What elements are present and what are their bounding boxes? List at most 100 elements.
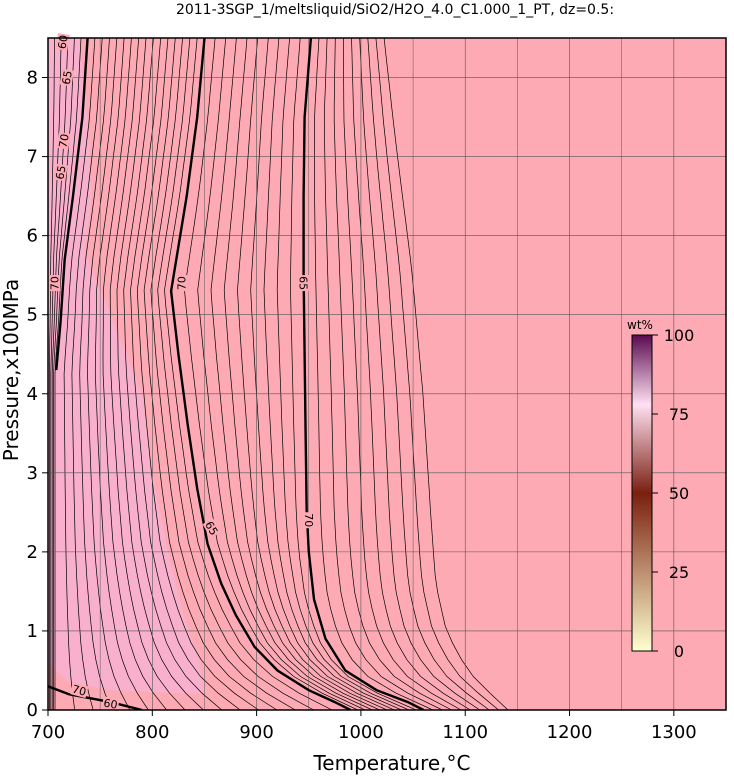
contour-label-text: 70 (57, 133, 72, 149)
contour-line (184, 38, 358, 710)
contour-line (71, 38, 103, 710)
y-tick-label: 0 (27, 700, 38, 721)
contour-line (237, 38, 388, 710)
x-axis-ticks: 700 800 900 1000 1100 1200 1300 (31, 710, 697, 743)
x-axis-label: Temperature,°C (312, 751, 470, 775)
contour-line (136, 38, 259, 710)
contour-line (164, 38, 333, 710)
contour-line (375, 38, 499, 710)
y-axis-label: Pressure,x100MPa (0, 279, 23, 461)
colorbar-tick-label: 0 (674, 642, 684, 661)
y-tick-label: 1 (27, 621, 38, 642)
contour-label-bg (101, 696, 120, 711)
labeled-contour-1 (169, 38, 352, 710)
colorbar: wt% 0 25 50 75 100 (627, 318, 694, 661)
contour-label: 70 (70, 682, 89, 699)
contour-line (383, 38, 509, 710)
y-tick-label: 8 (27, 68, 38, 89)
x-tick-label: 1100 (442, 722, 488, 743)
contour-line (49, 38, 55, 710)
contour-line (343, 38, 462, 710)
labeled-contour-2 (302, 38, 425, 710)
labeled-contour-3 (48, 685, 143, 710)
contour-label-text: 70 (176, 276, 189, 290)
colorbar-tick-label: 75 (669, 405, 689, 424)
contour-label: 60 (55, 33, 71, 51)
contour-label-bg (175, 275, 188, 292)
contour-line (290, 38, 417, 710)
x-tick-label: 700 (31, 722, 65, 743)
contour-line (351, 38, 471, 710)
contour-label: 65 (53, 163, 69, 182)
y-axis-ticks: 0 1 2 3 4 5 6 7 8 (27, 68, 48, 721)
x-tick-label: 800 (135, 722, 169, 743)
contour-label-text: 65 (60, 70, 75, 86)
contour-label-text: 65 (53, 164, 68, 180)
contour-line (123, 38, 223, 710)
contour-label-bg (56, 131, 71, 150)
contour-label-text: 60 (55, 34, 70, 50)
contour-label-bg (48, 275, 61, 292)
contour-label-text: 65 (297, 276, 310, 290)
contour-label: 65 (297, 275, 310, 292)
contour-line (109, 38, 186, 710)
colorbar-gradient (631, 334, 653, 652)
contour-label-bg (202, 518, 221, 539)
contour-line (102, 38, 167, 710)
y-tick-label: 6 (27, 226, 38, 247)
contour-label: 70 (175, 275, 189, 292)
contour-line (157, 38, 314, 710)
plot-frame (47, 37, 727, 711)
contour-label-text: 70 (48, 276, 61, 290)
contour-line (51, 38, 69, 710)
contour-label: 65 (202, 518, 221, 539)
contour-line (87, 38, 131, 710)
contour-label: 70 (302, 512, 315, 529)
contour-line (116, 38, 204, 710)
chart-title: 2011-3SGP_1/meltsliquid/SiO2/H2O_4.0_C1.… (176, 2, 614, 18)
contour-line (367, 38, 490, 710)
y-tick-label: 5 (27, 305, 38, 326)
contour-line (150, 38, 296, 710)
contour-line (263, 38, 402, 710)
contour-label: 70 (56, 131, 72, 150)
colorbar-tick-label: 25 (669, 563, 689, 582)
contour-line (54, 38, 82, 710)
contour-line (333, 38, 452, 710)
contour-line (223, 38, 380, 710)
labeled-contour-0 (55, 38, 89, 371)
contour-line (130, 38, 241, 710)
contour-label-bg (297, 275, 310, 292)
contour-label-bg (302, 512, 315, 529)
contour-line (63, 38, 96, 710)
colorbar-tick-label: 100 (664, 326, 695, 345)
contour-label-text: 70 (71, 683, 88, 699)
contour-label: 70 (48, 275, 61, 292)
contour-line (210, 38, 373, 710)
colorbar-ticks: 0 25 50 75 100 (652, 326, 694, 661)
x-tick-label: 1300 (651, 722, 697, 743)
contour-line (250, 38, 395, 710)
contour-label-bg (59, 68, 75, 87)
contour-label-bg (53, 163, 68, 182)
contour-label-text: 60 (102, 697, 118, 712)
contour-line (276, 38, 410, 710)
contour-line (359, 38, 480, 710)
y-tick-label: 7 (27, 147, 38, 168)
contour-label-text: 65 (202, 519, 220, 538)
contour-label: 65 (59, 68, 75, 87)
contour-line (143, 38, 278, 710)
contour-line (323, 38, 443, 710)
contour-label-text: 70 (302, 513, 315, 527)
contour-line (197, 38, 366, 710)
colorbar-unit: wt% (627, 318, 653, 332)
grid-lines (47, 38, 726, 711)
x-tick-label: 1000 (338, 722, 384, 743)
contour-label: 60 (101, 696, 120, 712)
contour-line (53, 38, 75, 710)
contour-line (94, 38, 149, 710)
contour-line (50, 38, 62, 710)
labeled-contours (48, 38, 425, 710)
contour-label-bg (70, 682, 89, 699)
